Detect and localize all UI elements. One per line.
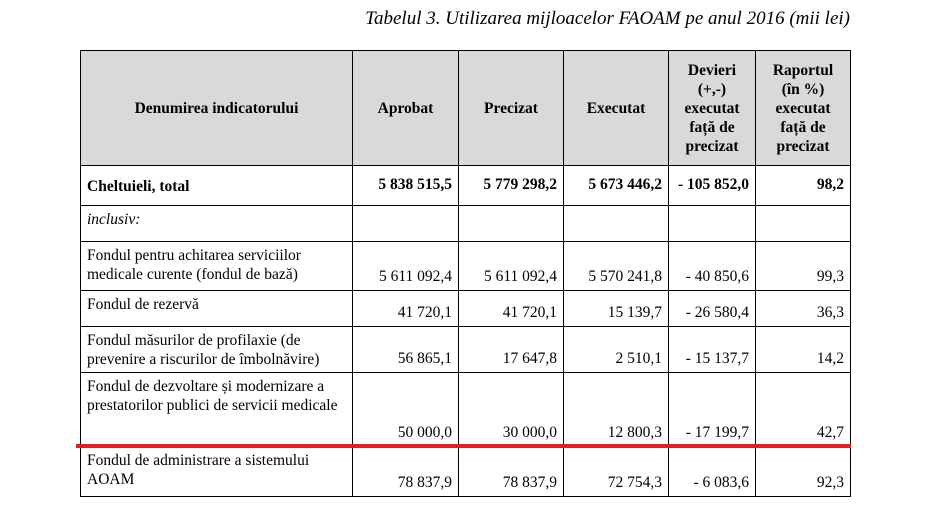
- cell-value: 50 000,0: [352, 372, 459, 447]
- cell-value: 36,3: [755, 290, 851, 327]
- cell-value: 17 647,8: [458, 326, 564, 373]
- cell-value: - 15 137,7: [668, 326, 756, 373]
- row-label: Fondul de rezervă: [80, 290, 353, 327]
- cell-value: 2 510,1: [563, 326, 669, 373]
- cell-value: [668, 205, 756, 242]
- cell-value: 5 779 298,2: [458, 165, 564, 206]
- row-label: Cheltuieli, total: [80, 165, 353, 206]
- header-cell: Precizat: [458, 50, 564, 166]
- cell-value: 5 673 446,2: [563, 165, 669, 206]
- cell-value: 42,7: [755, 372, 851, 447]
- cell-value: 15 139,7: [563, 290, 669, 327]
- cell-value: 78 837,9: [352, 446, 459, 497]
- header-cell: Raportul (în %) executat față de preciza…: [755, 50, 851, 166]
- cell-value: 98,2: [755, 165, 851, 206]
- highlight-line: [76, 444, 851, 448]
- row-label: inclusiv:: [80, 205, 353, 242]
- table-row: inclusiv:: [80, 205, 851, 242]
- cell-value: [563, 205, 669, 242]
- table-row: Fondul de administrare a sistemului AOAM…: [80, 446, 851, 497]
- cell-value: 92,3: [755, 446, 851, 497]
- header-cell: Aprobat: [352, 50, 459, 166]
- cell-value: 72 754,3: [563, 446, 669, 497]
- cell-value: 41 720,1: [458, 290, 564, 327]
- cell-value: 56 865,1: [352, 326, 459, 373]
- caption: Tabelul 3. Utilizarea mijloacelor FAOAM …: [365, 8, 850, 29]
- cell-value: - 6 083,6: [668, 446, 756, 497]
- cell-value: 30 000,0: [458, 372, 564, 447]
- cell-value: [458, 205, 564, 242]
- row-label: Fondul măsurilor de profilaxie (de preve…: [80, 326, 353, 373]
- cell-value: - 17 199,7: [668, 372, 756, 447]
- cell-value: 99,3: [755, 241, 851, 291]
- cell-value: [352, 205, 459, 242]
- cell-value: 5 838 515,5: [352, 165, 459, 206]
- cell-value: 12 800,3: [563, 372, 669, 447]
- cell-value: 78 837,9: [458, 446, 564, 497]
- header-cell: Devieri (+,-) executat față de precizat: [668, 50, 756, 166]
- cell-value: - 105 852,0: [668, 165, 756, 206]
- cell-value: 5 570 241,8: [563, 241, 669, 291]
- cell-value: 5 611 092,4: [458, 241, 564, 291]
- table-row: Fondul măsurilor de profilaxie (de preve…: [80, 326, 851, 373]
- row-label: Fondul de dezvoltare și modernizare a pr…: [80, 372, 353, 447]
- cell-value: [755, 205, 851, 242]
- table: Denumirea indicatorului Aprobat Precizat…: [80, 50, 851, 497]
- header-row: Denumirea indicatorului Aprobat Precizat…: [80, 50, 851, 166]
- cell-value: 5 611 092,4: [352, 241, 459, 291]
- header-cell: Denumirea indicatorului: [80, 50, 353, 166]
- table-row: Cheltuieli, total 5 838 515,5 5 779 298,2 5…: [80, 165, 851, 206]
- cell-value: - 40 850,6: [668, 241, 756, 291]
- header-cell: Executat: [563, 50, 669, 166]
- table-row: Fondul pentru achitarea serviciilor medi…: [80, 241, 851, 291]
- row-label: Fondul pentru achitarea serviciilor medi…: [80, 241, 353, 291]
- cell-value: - 26 580,4: [668, 290, 756, 327]
- cell-value: 14,2: [755, 326, 851, 373]
- row-label: Fondul de administrare a sistemului AOAM: [80, 446, 353, 497]
- table-row: Fondul de dezvoltare și modernizare a pr…: [80, 372, 851, 447]
- cell-value: 41 720,1: [352, 290, 459, 327]
- table-row: Fondul de rezervă 41 720,1 41 720,1 15 139,…: [80, 290, 851, 327]
